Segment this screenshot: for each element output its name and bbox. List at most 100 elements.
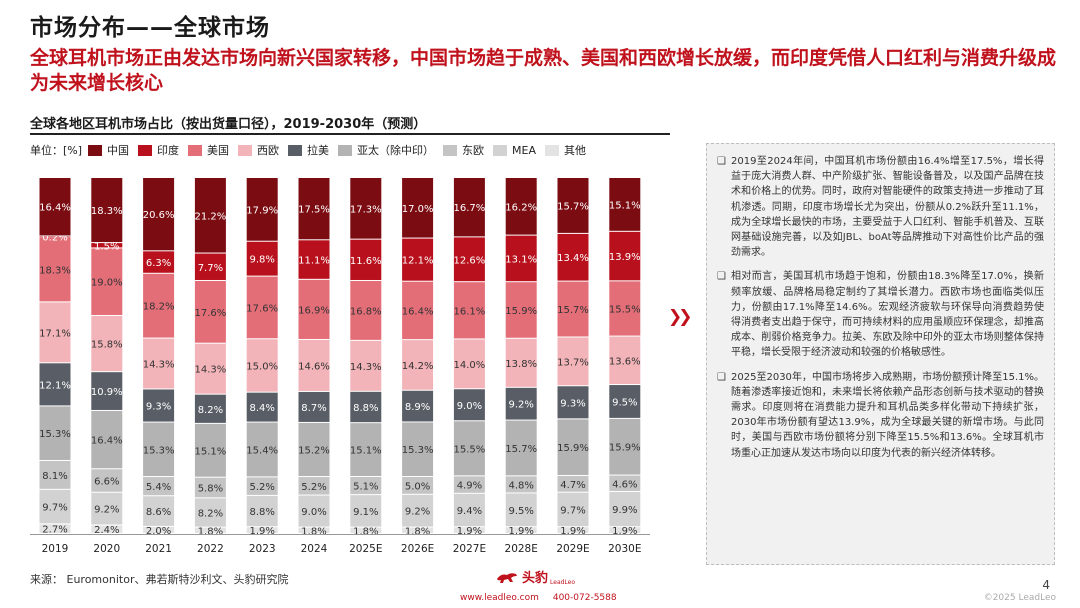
legend-item: 东欧 bbox=[443, 142, 484, 158]
bar-segment bbox=[143, 338, 175, 389]
bar-value-label: 18.3% bbox=[91, 206, 123, 217]
bar-value-label: 8.8% bbox=[249, 507, 274, 518]
bar-segment bbox=[143, 273, 175, 338]
bar-segment bbox=[453, 339, 485, 389]
bar-segment bbox=[350, 178, 382, 239]
legend-item: 美国 bbox=[188, 142, 229, 158]
legend-swatch bbox=[138, 144, 153, 156]
legend-item: MEA bbox=[493, 144, 536, 157]
bar-segment bbox=[505, 420, 537, 476]
bar-segment bbox=[298, 495, 330, 527]
bar-segment bbox=[246, 477, 278, 495]
bar-segment bbox=[557, 281, 589, 337]
bar-segment bbox=[298, 391, 330, 422]
bar-segment bbox=[350, 527, 382, 533]
bar-segment bbox=[194, 253, 226, 280]
bar-segment bbox=[143, 251, 175, 273]
bar-segment bbox=[557, 527, 589, 533]
bar-value-label: 15.9% bbox=[505, 306, 537, 317]
bar-value-label: 14.6% bbox=[298, 361, 330, 372]
bar-segment bbox=[402, 527, 434, 533]
bar-value-label: 15.3% bbox=[402, 445, 434, 456]
legend-item: 拉美 bbox=[288, 142, 329, 158]
phone-number: 400-072-5588 bbox=[552, 593, 617, 603]
legend-swatch bbox=[288, 144, 303, 156]
bar-segment bbox=[609, 418, 641, 475]
bar-segment bbox=[39, 489, 71, 524]
bar-segment bbox=[39, 178, 71, 236]
legend-label: 中国 bbox=[107, 144, 130, 157]
legend-item: 其他 bbox=[545, 142, 586, 158]
bar-value-label: 12.1% bbox=[39, 380, 71, 391]
x-tick-label: 2026E bbox=[401, 543, 434, 555]
bar-segment bbox=[143, 477, 175, 496]
bar-value-label: 6.6% bbox=[94, 477, 119, 488]
bar-value-label: 17.0% bbox=[402, 204, 434, 215]
chart-title: 全球各地区耳机市场占比（按出货量口径），2019-2030年（预测） bbox=[30, 117, 427, 132]
bar-segment bbox=[557, 178, 589, 233]
bar-segment bbox=[91, 492, 123, 525]
bar-value-label: 15.5% bbox=[609, 304, 641, 315]
bar-segment bbox=[246, 339, 278, 392]
bar-value-label: 13.4% bbox=[557, 253, 589, 264]
legend-swatch bbox=[493, 144, 508, 156]
bar-segment bbox=[557, 386, 589, 419]
bar-segment bbox=[505, 387, 537, 420]
bar-value-label: 5.8% bbox=[198, 484, 223, 495]
bar-segment bbox=[91, 525, 123, 533]
bar-value-label: 13.9% bbox=[609, 252, 641, 263]
bar-segment bbox=[505, 178, 537, 235]
footer-contact: www.leadleo.com 400-072-5588 bbox=[460, 593, 617, 603]
bar-value-label: 15.2% bbox=[298, 445, 330, 456]
bar-segment bbox=[246, 527, 278, 533]
bar-value-label: 9.7% bbox=[42, 503, 67, 514]
bar-segment bbox=[39, 406, 71, 460]
bar-value-label: 11.6% bbox=[350, 256, 382, 267]
bar-value-label: 1.8% bbox=[405, 526, 430, 537]
bar-segment bbox=[246, 392, 278, 422]
bar-value-label: 18.2% bbox=[143, 302, 175, 313]
bar-value-label: 14.0% bbox=[454, 360, 486, 371]
bar-segment bbox=[609, 527, 641, 533]
bar-segment bbox=[39, 524, 71, 533]
bar-segment bbox=[505, 338, 537, 387]
bar-value-label: 7.7% bbox=[198, 263, 223, 274]
legend-unit: 单位：[%] bbox=[30, 144, 83, 157]
bar-value-label: 16.2% bbox=[505, 202, 537, 213]
bar-segment bbox=[453, 476, 485, 493]
copyright: ©2025 LeadLeo bbox=[983, 593, 1056, 603]
bar-value-label: 9.2% bbox=[94, 505, 119, 516]
bar-value-label: 15.5% bbox=[454, 444, 486, 455]
bar-segment bbox=[609, 385, 641, 418]
bar-segment bbox=[194, 178, 226, 253]
stacked-bar-chart: 2.7% 9.7% 8.1% 15.3% 12.1% 17.1% 18.3% 0.2% 16.4… bbox=[30, 178, 650, 555]
bar-segment bbox=[91, 410, 123, 469]
bar-segment bbox=[453, 237, 485, 282]
bar-segment bbox=[39, 302, 71, 363]
bar-segment bbox=[194, 527, 226, 533]
bar-value-label: 9.1% bbox=[353, 507, 378, 518]
bar-value-label: 14.3% bbox=[195, 365, 227, 376]
bar-segment bbox=[143, 389, 175, 422]
bar-value-label: 12.1% bbox=[402, 256, 434, 267]
bar-segment bbox=[194, 423, 226, 477]
bar-value-label: 13.8% bbox=[505, 359, 537, 370]
page-number: 4 bbox=[1042, 578, 1050, 592]
bar-segment bbox=[609, 336, 641, 385]
bar-value-label: 9.5% bbox=[612, 397, 637, 408]
bar-value-label: 9.2% bbox=[405, 507, 430, 518]
bar-value-label: 15.1% bbox=[195, 446, 227, 457]
website-link[interactable]: www.leadleo.com bbox=[460, 593, 539, 603]
bar-value-label: 2.7% bbox=[42, 525, 67, 536]
bar-value-label: 1.9% bbox=[457, 526, 482, 537]
bar-segment bbox=[91, 248, 123, 315]
checkbox-bullet-icon: ❑ bbox=[717, 371, 726, 383]
bar-value-label: 15.4% bbox=[246, 445, 278, 456]
brand-logo: 头豹 LeadLeo bbox=[496, 567, 575, 586]
bar-segment bbox=[298, 240, 330, 279]
bar-segment bbox=[350, 495, 382, 527]
bar-segment bbox=[505, 282, 537, 338]
bar-value-label: 17.6% bbox=[246, 303, 278, 314]
bar-value-label: 17.1% bbox=[39, 328, 71, 339]
bar-segment bbox=[246, 241, 278, 276]
